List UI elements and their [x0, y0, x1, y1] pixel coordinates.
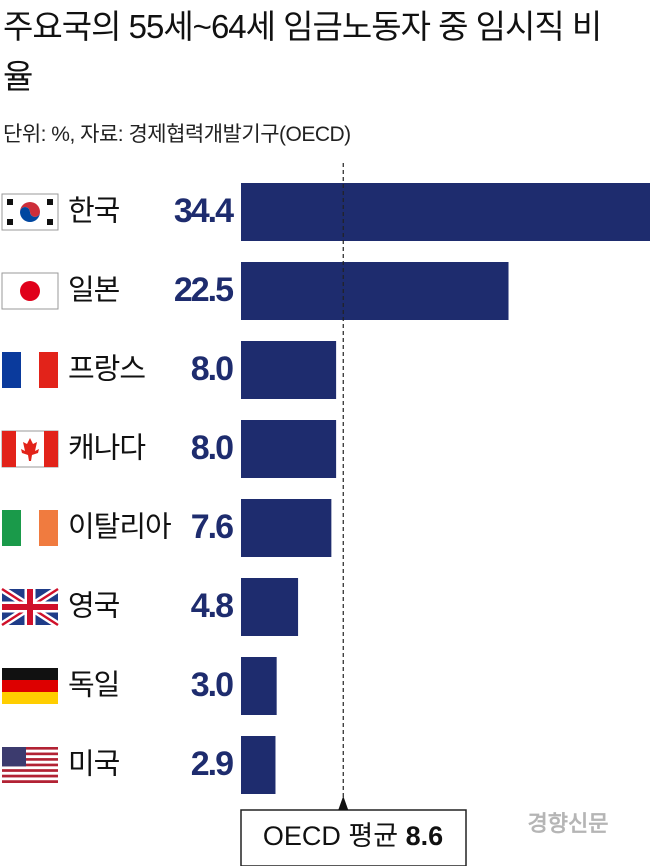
- flag: [1, 430, 59, 468]
- bar: [241, 420, 337, 478]
- flag-part: [39, 352, 58, 388]
- flag-part: [2, 431, 16, 467]
- category-label: 미국: [68, 749, 120, 781]
- reference-arrow: [338, 796, 349, 810]
- flag-part: [2, 747, 26, 767]
- category-label: 이탈리아: [68, 511, 171, 544]
- flag-part: [2, 760, 58, 764]
- bar: [241, 262, 509, 320]
- category-label: 프랑스: [68, 354, 145, 386]
- value-label: 4.8: [191, 587, 233, 625]
- flag-part: [2, 510, 21, 546]
- value-label: 3.0: [191, 666, 233, 704]
- flag: [2, 510, 58, 546]
- category-label: 캐나다: [68, 432, 145, 465]
- flag-part: [20, 202, 40, 217]
- flag: [2, 352, 58, 388]
- flag-part: [2, 780, 58, 783]
- bar: [241, 736, 276, 794]
- flag-part: [7, 219, 13, 225]
- flag-part: [2, 752, 58, 756]
- flag: [2, 747, 58, 783]
- value-label: 22.5: [174, 271, 233, 309]
- flag-bg: [1, 272, 59, 310]
- category-label: 일본: [68, 275, 120, 307]
- chart-title: 주요국의 55세~64세 임금노동자 중 임시직 비율: [3, 8, 602, 95]
- flag-part: [47, 219, 53, 225]
- flag-part: [2, 747, 58, 750]
- bar: [241, 578, 299, 636]
- category-label: 한국: [68, 196, 120, 228]
- flag-part: [2, 755, 58, 759]
- flag-part: [47, 199, 53, 205]
- bar: [241, 183, 650, 241]
- flag-part: [2, 692, 58, 704]
- flag-part: [21, 352, 39, 388]
- reference-box: [240, 809, 467, 866]
- flag-part: [21, 510, 39, 546]
- flag-part: [2, 774, 58, 778]
- flag-part: [2, 680, 58, 692]
- value-label: 34.4: [174, 192, 234, 230]
- flag-part: [2, 668, 58, 680]
- flag-part: [39, 510, 58, 546]
- value-label: 2.9: [191, 745, 233, 783]
- flag: [1, 272, 59, 310]
- flag-part: [2, 352, 21, 388]
- flag-part: [2, 749, 58, 753]
- flag-part: [7, 199, 13, 205]
- category-label: 영국: [68, 591, 120, 623]
- chart-subtitle: 단위: %, 자료: 경제협력개발기구(OECD): [3, 123, 351, 146]
- flag: [1, 193, 59, 231]
- bar: [241, 499, 332, 557]
- reference-label: OECD 평균: [263, 821, 398, 851]
- flag-part: [44, 431, 58, 467]
- category-label: 독일: [68, 670, 119, 702]
- value-label: 8.0: [191, 429, 233, 467]
- flag-part: [2, 766, 58, 770]
- bar: [241, 657, 277, 715]
- flag: [2, 668, 58, 704]
- flag-part: [21, 438, 39, 461]
- bar: [241, 341, 337, 399]
- credit: 경향신문: [528, 811, 609, 836]
- flag-part: [2, 589, 58, 625]
- flag-part: [20, 281, 40, 301]
- flag: [0, 586, 60, 628]
- flag-part: [2, 769, 58, 772]
- reference-value: 8.6: [406, 821, 444, 851]
- flag-part: [20, 207, 40, 222]
- flag-part: [2, 758, 58, 761]
- flag-part: [2, 777, 58, 781]
- value-label: 8.0: [191, 350, 233, 388]
- flag-part: [2, 763, 58, 767]
- reference-text: OECD 평균 8.6: [263, 821, 443, 851]
- flag-part: [2, 771, 58, 775]
- value-label: 7.6: [191, 508, 233, 546]
